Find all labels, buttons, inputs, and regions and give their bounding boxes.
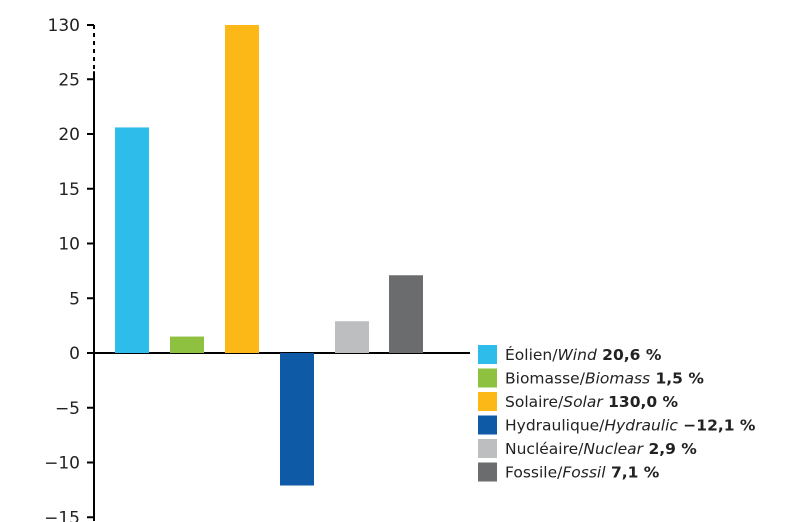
legend-swatch	[478, 345, 497, 364]
bar	[225, 25, 259, 353]
legend-swatch	[478, 462, 497, 482]
legend-label: Hydraulique/Hydraulic −12,1 %	[505, 417, 756, 435]
y-tick-label: 10	[58, 235, 80, 255]
bar	[115, 127, 149, 354]
y-tick-label: −15	[44, 508, 80, 522]
bar	[280, 353, 314, 486]
legend-swatch	[478, 439, 497, 458]
legend-swatch	[478, 415, 497, 435]
legend-label: Solaire/Solar 130,0 %	[505, 393, 679, 411]
y-tick-label: 25	[58, 70, 80, 90]
legend-swatch	[478, 368, 497, 388]
bar	[389, 275, 423, 353]
legend-label: Biomasse/Biomass 1,5 %	[505, 370, 704, 388]
bars	[115, 25, 423, 486]
y-tick-label: −10	[44, 454, 80, 474]
y-tick-label: 15	[58, 180, 80, 200]
legend: Éolien/Wind 20,6 % Biomasse/Biomass 1,5 %…	[478, 345, 756, 482]
y-tick-label: 0	[69, 344, 80, 364]
bar	[335, 321, 369, 353]
y-tick-label: −5	[55, 399, 80, 419]
legend-label: Nucléaire/Nuclear 2,9 %	[505, 440, 697, 458]
y-tick-label: 130	[48, 16, 80, 36]
y-tick-label: 20	[58, 125, 80, 145]
y-tick-label: 5	[69, 289, 80, 309]
legend-label: Fossile/Fossil 7,1 %	[505, 464, 660, 482]
axes: 130 25 20 15 10 5 0 −5 −10 −15	[44, 16, 470, 522]
legend-swatch	[478, 392, 497, 411]
bar	[170, 336, 204, 353]
legend-label: Éolien/Wind 20,6 %	[505, 345, 662, 364]
